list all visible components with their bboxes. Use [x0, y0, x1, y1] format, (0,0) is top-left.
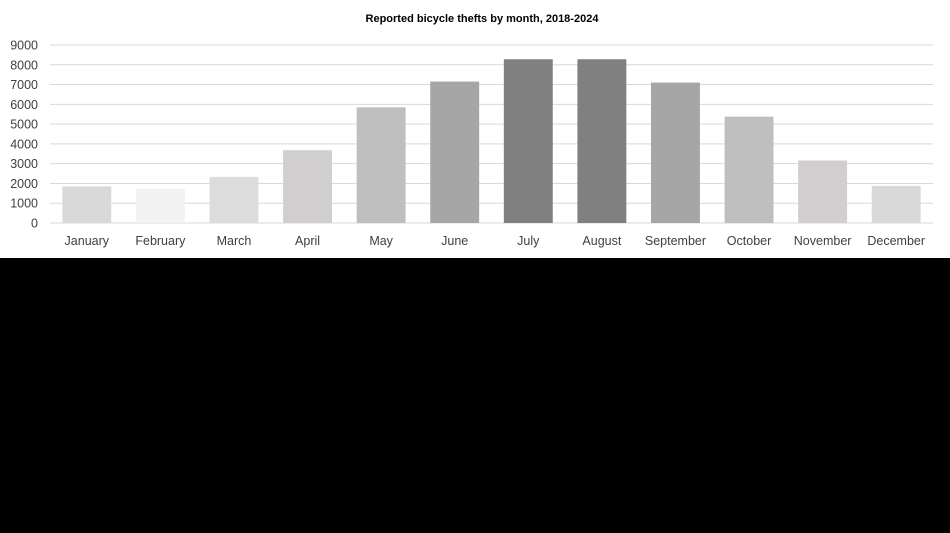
x-category-label: September	[645, 234, 706, 248]
y-tick-label: 5000	[10, 118, 38, 132]
bar-april	[283, 150, 333, 223]
bar-march	[209, 176, 259, 223]
x-category-label: July	[517, 234, 540, 248]
y-tick-label: 3000	[10, 157, 38, 171]
bar-may	[356, 107, 406, 223]
bars	[62, 59, 921, 223]
x-category-label: April	[295, 234, 320, 248]
x-category-label: October	[727, 234, 771, 248]
gridlines	[50, 44, 933, 224]
x-category-label: June	[441, 234, 468, 248]
y-tick-label: 2000	[10, 177, 38, 191]
x-category-label: May	[369, 234, 393, 248]
y-tick-label: 7000	[10, 78, 38, 92]
x-axis-categories: January February March April May June July Augu…	[65, 234, 925, 248]
x-category-label: March	[217, 234, 252, 248]
bar-july	[503, 59, 553, 223]
bar-february	[135, 188, 185, 223]
y-tick-label: 4000	[10, 137, 38, 151]
x-category-label: January	[65, 234, 110, 248]
bar-november	[798, 160, 848, 223]
bar-january	[62, 186, 112, 223]
y-tick-label: 0	[31, 217, 38, 231]
bar-december	[871, 185, 921, 223]
y-tick-label: 9000	[10, 39, 38, 53]
x-category-label: February	[135, 234, 186, 248]
y-tick-label: 1000	[10, 197, 38, 211]
bar-september	[650, 82, 700, 223]
bar-october	[724, 116, 774, 223]
y-tick-label: 8000	[10, 58, 38, 72]
y-axis-ticks: 0 1000 2000 3000 4000 5000 6000 7000 8000 9000	[10, 39, 38, 231]
x-category-label: August	[582, 234, 621, 248]
y-tick-label: 6000	[10, 98, 38, 112]
bar-chart: Reported bicycle thefts by month, 2018-2…	[10, 13, 933, 248]
bar-june	[430, 81, 480, 223]
x-category-label: December	[867, 234, 925, 248]
bar-august	[577, 59, 627, 223]
x-category-label: November	[794, 234, 852, 248]
chart-title: Reported bicycle thefts by month, 2018-2…	[366, 13, 600, 25]
chart-panel: Reported bicycle thefts by month, 2018-2…	[0, 0, 950, 258]
